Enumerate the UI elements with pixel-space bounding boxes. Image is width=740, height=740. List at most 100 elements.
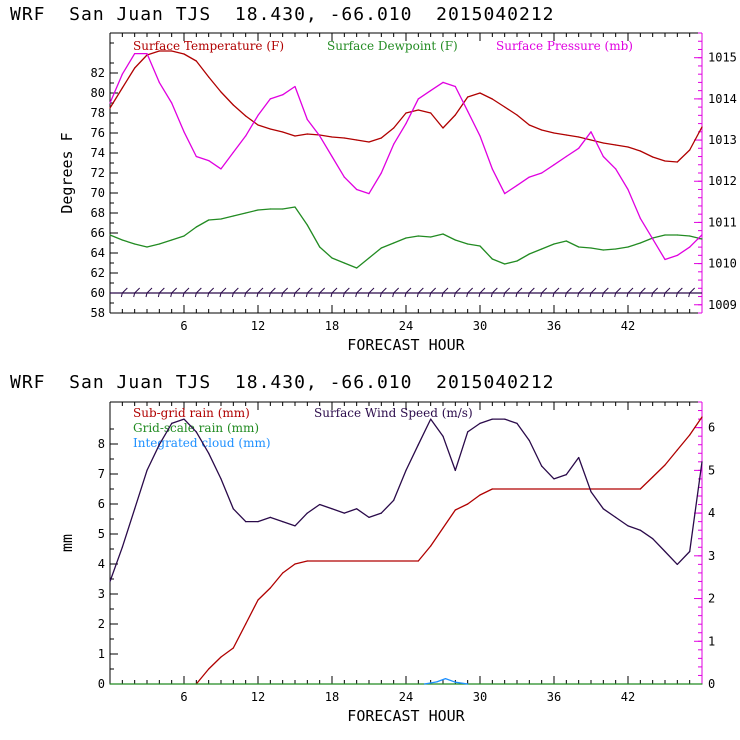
data-point <box>442 233 444 235</box>
data-point <box>467 96 469 98</box>
wind-barb <box>479 287 486 294</box>
y2-tick-label: 2 <box>708 592 715 606</box>
data-point <box>343 176 345 178</box>
y2-tick-label: 1015 <box>708 51 737 65</box>
data-point <box>257 521 259 523</box>
data-point <box>652 476 654 478</box>
y2-tick-label: 1 <box>708 634 715 648</box>
data-point <box>171 239 173 241</box>
data-point <box>565 240 567 242</box>
wind-barb-tail <box>552 292 555 298</box>
data-point <box>393 127 395 129</box>
data-point <box>467 431 469 433</box>
wind-barb-tail <box>355 292 358 298</box>
wind-barb-tail <box>663 292 666 298</box>
data-point <box>454 239 456 241</box>
data-point <box>245 212 247 214</box>
data-point <box>664 464 666 466</box>
x-tick-label: 36 <box>547 319 561 333</box>
y2-tick-label: 5 <box>708 463 715 477</box>
data-point <box>467 243 469 245</box>
wind-barb-tail <box>281 292 284 298</box>
data-point <box>454 469 456 471</box>
data-point <box>701 126 703 128</box>
data-point <box>232 647 234 649</box>
x-tick-label: 42 <box>621 319 635 333</box>
y-tick-label: 4 <box>98 557 105 571</box>
wind-barb <box>578 287 585 294</box>
data-point <box>442 435 444 437</box>
y-tick-label: 74 <box>91 146 105 160</box>
legend-entry: Surface Wind Speed (m/s) <box>314 406 473 420</box>
data-point <box>158 444 160 446</box>
wind-barb <box>504 287 511 294</box>
data-point <box>553 243 555 245</box>
data-point <box>121 239 123 241</box>
wind-barb-tail <box>330 292 333 298</box>
wind-barb <box>454 287 461 294</box>
data-point <box>393 499 395 501</box>
data-point <box>479 422 481 424</box>
wind-barb <box>467 287 474 294</box>
data-point <box>368 192 370 195</box>
data-point <box>306 133 308 135</box>
x-tick-label: 12 <box>251 319 265 333</box>
data-point <box>676 449 678 451</box>
y-axis-label: Degrees F <box>58 132 76 213</box>
data-point <box>331 257 333 259</box>
wind-barb <box>528 287 535 294</box>
wind-barb <box>516 287 523 294</box>
data-point <box>380 172 382 174</box>
y-tick-label: 3 <box>98 587 105 601</box>
data-point <box>504 263 506 265</box>
wind-barb <box>491 287 498 294</box>
wind-barb-tail <box>157 292 160 298</box>
data-point <box>269 516 271 518</box>
data-point <box>208 219 210 221</box>
data-point <box>195 431 197 433</box>
data-point <box>183 53 185 55</box>
data-point <box>121 546 123 548</box>
data-point <box>356 188 358 191</box>
data-point <box>689 550 691 553</box>
data-point <box>639 529 641 531</box>
data-point <box>701 234 703 236</box>
wind-barb-tail <box>268 292 271 298</box>
wind-barb <box>442 287 449 294</box>
y-tick-label: 82 <box>91 66 105 80</box>
data-point <box>615 144 617 146</box>
wind-barb <box>195 287 202 294</box>
data-point <box>454 85 456 88</box>
data-point <box>479 135 481 137</box>
x-tick-label: 30 <box>473 690 487 704</box>
wind-barb-tail <box>182 292 185 298</box>
data-point <box>528 439 530 442</box>
y-tick-label: 80 <box>91 86 105 100</box>
data-point <box>664 258 666 261</box>
wind-barb <box>146 287 153 294</box>
x-tick-label: 18 <box>325 690 339 704</box>
wind-barb-tail <box>478 292 481 298</box>
data-point <box>417 98 419 100</box>
wind-barb-tail <box>256 292 259 298</box>
data-point <box>331 508 333 510</box>
data-point <box>134 243 136 245</box>
wind-barb-tail <box>577 292 580 298</box>
data-point <box>245 623 247 625</box>
legend-entry: Integrated cloud (mm) <box>133 436 271 450</box>
data-point <box>504 418 506 420</box>
data-point <box>208 160 210 162</box>
y2-tick-label: 1012 <box>708 174 737 188</box>
data-point <box>627 246 629 248</box>
y-tick-label: 64 <box>91 246 105 260</box>
data-point <box>405 469 407 471</box>
wind-barb <box>294 287 301 294</box>
data-point <box>306 224 308 226</box>
wind-barb <box>393 287 400 294</box>
data-point <box>627 146 629 148</box>
data-point <box>615 516 617 518</box>
data-point <box>294 135 296 137</box>
data-point <box>689 246 691 248</box>
wind-barb-tail <box>589 292 592 298</box>
wind-barb <box>331 287 338 294</box>
